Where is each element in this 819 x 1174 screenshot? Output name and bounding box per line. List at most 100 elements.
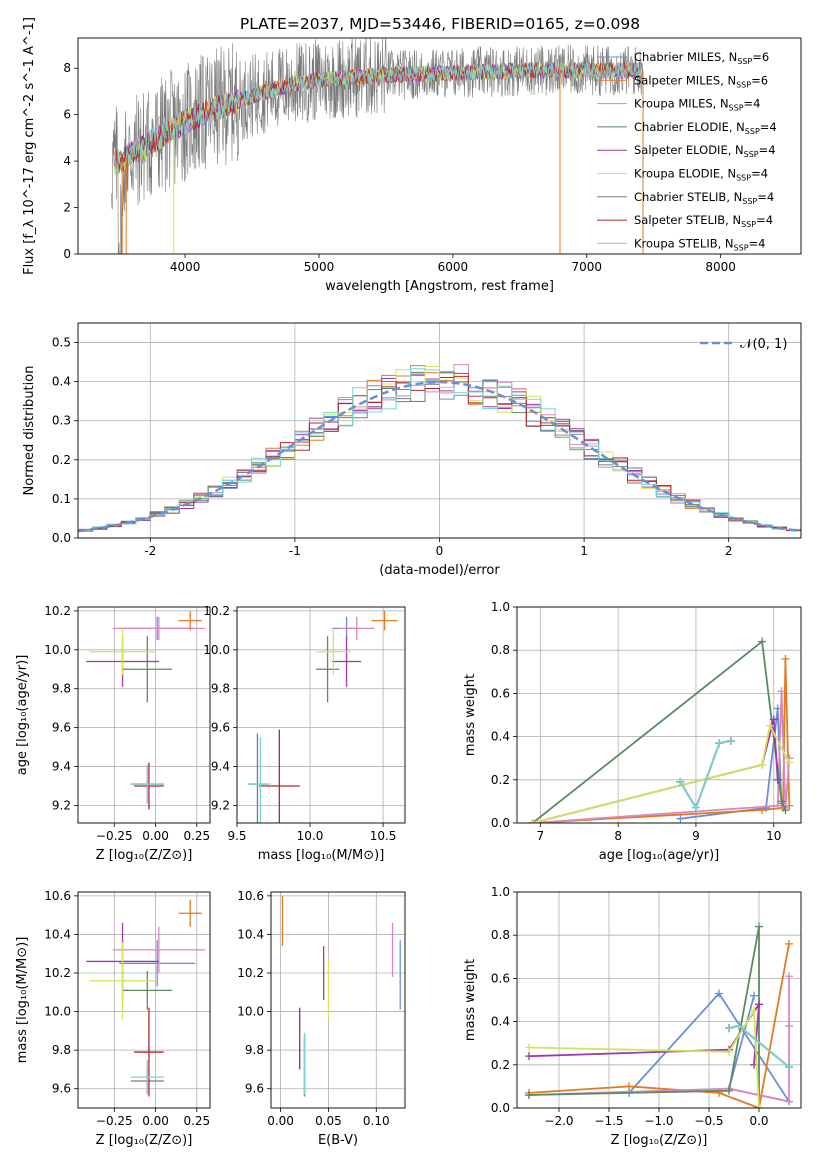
plot-area-residual-hist [78,364,801,533]
weight-marker [676,777,685,786]
normal-curve [78,380,801,533]
y-axis-label: age [log₁₀(age/yr)] [15,655,30,776]
axes-mass-vs-Z: −0.25 0.00 0.25 9.6 9.8 10.0 10.2 10.4 10.6 Z [lo… [15,889,211,1148]
tick-label-y: 0.1 [52,492,71,506]
weight-line [532,723,791,823]
axes-frame [516,891,802,1109]
tick-label-y: 9.8 [52,1043,71,1057]
weight-marker [525,1052,533,1061]
weight-marker [785,758,794,767]
legend-label: Chabrier STELIB, NSSP=4 [634,190,774,206]
legend-label: Chabrier MILES, NSSP=6 [634,50,769,66]
tick-label-y: 9.2 [211,798,230,812]
weight-line [532,658,791,823]
weight-marker [715,739,724,748]
tick-label-x: 0.0 [749,1114,768,1128]
tick-label-y: 9.4 [52,760,71,774]
tick-label-y: 0.4 [491,1015,510,1029]
weight-marker [781,806,790,815]
weight-marker [735,1021,743,1030]
x-axis-label: mass [log₁₀(M/M⊙)] [258,848,385,863]
weight-marker [715,989,723,998]
weight-marker [773,801,782,810]
tick-label-y: 0.2 [491,1058,510,1072]
tick-label-x: −2.0 [544,1114,573,1128]
tick-label-x: −1.0 [644,1114,673,1128]
tick-label-y: 1.0 [491,885,510,899]
tick-label-y: 10.6 [44,889,71,903]
tick-label-x: 9.5 [227,829,246,843]
weight-marker [758,637,767,646]
tick-label-y: 9.6 [52,1082,71,1096]
tick-label-y: 0 [63,247,71,261]
tick-label-x: -1 [289,544,301,558]
axes-frame [270,891,406,1109]
tick-label-y: 0.0 [52,531,71,545]
weight-line [528,1007,760,1108]
weight-marker [758,760,767,769]
tick-label-x: 0.25 [183,1114,210,1128]
tick-label-x: 0.10 [363,1114,390,1128]
weight-marker [691,803,700,812]
tick-label-y: 10.6 [237,889,264,903]
axes-frame [77,606,211,824]
x-axis-label: (data-model)/error [379,563,500,578]
tick-label-x: 0.25 [183,829,210,843]
weight-marker [785,939,793,948]
tick-label-x: 10.5 [370,829,397,843]
tick-label-x: 0.00 [142,1114,169,1128]
weight-marker [769,715,778,724]
tick-label-x: −0.25 [96,829,133,843]
legend-label: Salpeter MILES, NSSP=6 [634,73,768,89]
tick-label-x: 10 [766,829,781,843]
tick-label-y: 8 [63,61,71,75]
legend-label: Kroupa MILES, NSSP=4 [634,97,760,113]
tick-label-y: 0.2 [52,453,71,467]
tick-label-y: 0.8 [491,928,510,942]
weight-marker [777,797,786,806]
y-axis-label: mass weight [463,674,478,756]
plot-area-mass-vs-Z [86,899,206,1097]
tick-label-y: 10.0 [44,1005,71,1019]
tick-label-y: 0.4 [52,375,71,389]
legend-label: Chabrier ELODIE, NSSP=4 [634,120,777,136]
weight-marker [781,654,790,663]
tick-label-y: 10.0 [237,1005,264,1019]
tick-label-y: 9.6 [245,1082,264,1096]
weight-marker [525,1043,533,1052]
tick-label-x: −0.5 [694,1114,723,1128]
axes-age-vs-mass: 9.5 10.0 10.5 9.2 9.4 9.6 9.8 10.0 10.2 mass [log… [203,604,406,863]
x-axis-label: Z [log₁₀(Z/Z⊙)] [611,1133,708,1148]
axes-weight-vs-Z: −2.0 −1.5 −1.0 −0.5 0.0 0.0 0.2 0.4 0.6 0.8 1.0 Z [… [463,885,802,1148]
tick-label-y: 0.6 [491,686,510,700]
tick-label-y: 6 [63,108,71,122]
tick-label-y: 1.0 [491,600,510,614]
tick-label-y: 0.0 [491,816,510,830]
tick-label-y: 10.4 [237,927,264,941]
tick-label-y: 0.2 [491,773,510,787]
tick-label-y: 9.8 [52,682,71,696]
tick-label-y: 9.4 [211,760,230,774]
axes-frame [77,891,211,1109]
weight-line [532,691,791,823]
tick-label-y: 0.4 [491,730,510,744]
tick-label-x: 5000 [304,260,335,274]
tick-label-y: 4 [63,154,71,168]
tick-label-x: −1.5 [594,1114,623,1128]
histogram-legend: 𝒩(0, 1) [700,337,787,352]
spectrum-legend: Chabrier MILES, NSSP=6 Salpeter MILES, NS… [597,50,777,252]
tick-label-x: 7 [537,829,545,843]
tick-label-y: 10.2 [203,604,230,618]
axes-frame [236,606,406,824]
weight-line [528,926,760,1108]
weight-marker [726,736,735,745]
weight-marker [625,1082,633,1091]
tick-label-y: 0.6 [491,971,510,985]
weight-marker [773,775,782,784]
tick-label-y: 10.0 [44,643,71,657]
weight-marker [528,819,537,823]
tick-label-x: −0.25 [96,1114,133,1128]
x-axis-label: Z [log₁₀(Z/Z⊙)] [96,848,193,863]
weight-marker [777,687,786,696]
